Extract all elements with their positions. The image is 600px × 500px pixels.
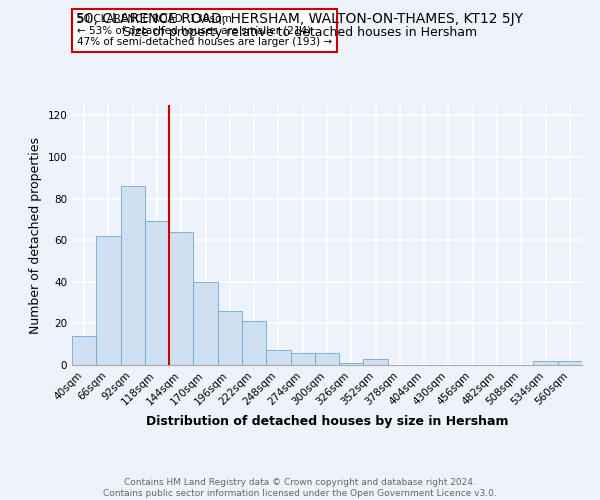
- Bar: [315, 352, 339, 365]
- Text: 50, CLARENCE ROAD, HERSHAM, WALTON-ON-THAMES, KT12 5JY: 50, CLARENCE ROAD, HERSHAM, WALTON-ON-TH…: [77, 12, 523, 26]
- Bar: [558, 361, 582, 365]
- Bar: [193, 282, 218, 365]
- Bar: [121, 186, 145, 365]
- Bar: [364, 359, 388, 365]
- Bar: [266, 350, 290, 365]
- Text: Size of property relative to detached houses in Hersham: Size of property relative to detached ho…: [123, 26, 477, 39]
- Bar: [290, 352, 315, 365]
- Y-axis label: Number of detached properties: Number of detached properties: [29, 136, 42, 334]
- Bar: [169, 232, 193, 365]
- Text: 50 CLARENCE ROAD: 138sqm
← 53% of detached houses are smaller (214)
47% of semi-: 50 CLARENCE ROAD: 138sqm ← 53% of detach…: [77, 14, 332, 47]
- Bar: [242, 322, 266, 365]
- Bar: [339, 363, 364, 365]
- Text: Contains HM Land Registry data © Crown copyright and database right 2024.
Contai: Contains HM Land Registry data © Crown c…: [103, 478, 497, 498]
- Bar: [145, 222, 169, 365]
- Bar: [72, 336, 96, 365]
- Bar: [533, 361, 558, 365]
- Bar: [96, 236, 121, 365]
- X-axis label: Distribution of detached houses by size in Hersham: Distribution of detached houses by size …: [146, 415, 508, 428]
- Bar: [218, 311, 242, 365]
